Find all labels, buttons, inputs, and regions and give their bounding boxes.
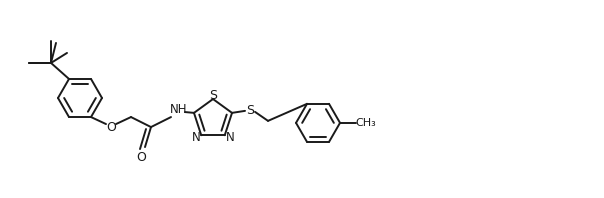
- Text: S: S: [209, 89, 217, 102]
- Text: NH: NH: [170, 103, 188, 116]
- Text: CH₃: CH₃: [356, 118, 376, 128]
- Text: N: N: [192, 131, 201, 144]
- Text: O: O: [106, 121, 116, 134]
- Text: O: O: [136, 150, 146, 164]
- Text: S: S: [246, 104, 254, 117]
- Text: N: N: [225, 131, 234, 144]
